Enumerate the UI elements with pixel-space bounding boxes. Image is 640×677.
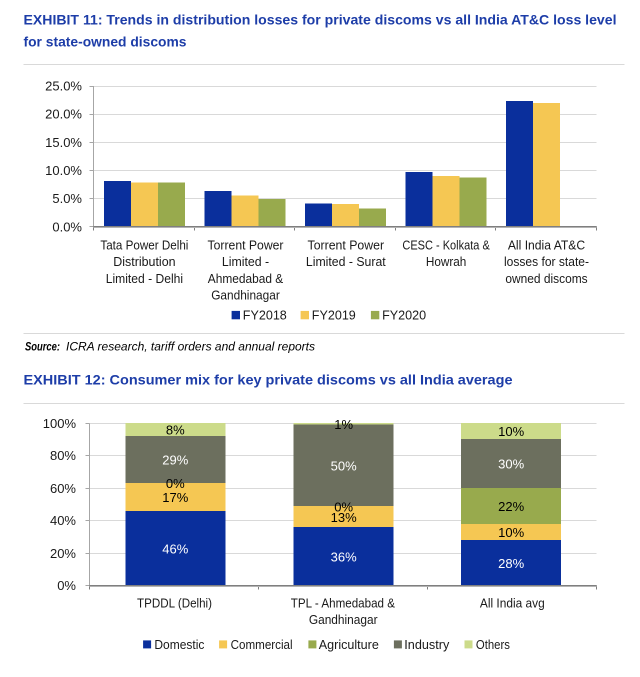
svg-text:100%: 100% [43,416,77,431]
svg-text:Domestic: Domestic [154,637,204,652]
svg-text:8%: 8% [166,423,185,438]
svg-text:Distribution: Distribution [113,254,175,269]
svg-text:22%: 22% [498,499,524,514]
svg-text:for state-owned discoms: for state-owned discoms [24,34,187,50]
svg-text:50%: 50% [331,458,357,473]
svg-text:10.0%: 10.0% [45,163,82,178]
svg-text:80%: 80% [50,448,76,463]
svg-text:20.0%: 20.0% [45,107,82,122]
svg-text:CESC - Kolkata &: CESC - Kolkata & [402,238,490,253]
svg-text:EXHIBIT 11: Trends in distribu: EXHIBIT 11: Trends in distribution losse… [24,12,617,28]
svg-text:Tata Power Delhi: Tata Power Delhi [100,238,188,253]
svg-text:0%: 0% [166,476,185,491]
svg-text:Limited - Delhi: Limited - Delhi [106,271,183,286]
svg-text:29%: 29% [162,453,188,468]
svg-text:FY2020: FY2020 [382,308,426,323]
svg-text:20%: 20% [50,546,76,561]
svg-text:Gandhinagar: Gandhinagar [309,612,378,627]
svg-text:0%: 0% [57,578,76,593]
svg-text:28%: 28% [498,556,524,571]
svg-text:TPL - Ahmedabad &: TPL - Ahmedabad & [291,595,395,610]
svg-text:Others: Others [476,637,510,652]
svg-text:Ahmedabad &: Ahmedabad & [208,271,284,286]
svg-text:40%: 40% [50,513,76,528]
svg-text:TPDDL (Delhi): TPDDL (Delhi) [137,595,212,610]
svg-text:30%: 30% [498,457,524,472]
svg-text:Source:: Source: [25,342,60,354]
svg-text:FY2018: FY2018 [243,308,287,323]
svg-text:10%: 10% [498,424,524,439]
svg-text:All India AT&C: All India AT&C [508,238,585,253]
svg-text:EXHIBIT 12: Consumer mix for k: EXHIBIT 12: Consumer mix for key private… [24,372,513,388]
svg-text:5.0%: 5.0% [52,191,82,206]
svg-text:36%: 36% [331,550,357,565]
svg-text:15.0%: 15.0% [45,135,82,150]
svg-text:Commercial: Commercial [231,637,293,652]
svg-text:13%: 13% [331,510,357,525]
svg-text:owned discoms: owned discoms [505,271,588,286]
svg-text:1%: 1% [334,417,353,432]
svg-text:ICRA research, tariff orders a: ICRA research, tariff orders and annual … [66,342,315,354]
svg-text:Gandhinagar: Gandhinagar [211,288,280,303]
svg-text:0%: 0% [334,499,353,514]
svg-text:10%: 10% [498,525,524,540]
svg-text:25.0%: 25.0% [45,78,82,93]
svg-text:losses for state-: losses for state- [504,254,589,269]
svg-text:Howrah: Howrah [426,254,467,269]
svg-text:Limited -: Limited - [222,254,269,269]
svg-text:All India avg: All India avg [480,595,545,610]
svg-text:FY2019: FY2019 [312,308,356,323]
svg-text:Agriculture: Agriculture [319,637,379,652]
svg-text:Limited - Surat: Limited - Surat [306,254,386,269]
svg-text:60%: 60% [50,481,76,496]
svg-text:Torrent Power: Torrent Power [308,238,385,253]
svg-text:Torrent Power: Torrent Power [208,238,285,253]
svg-text:46%: 46% [162,541,188,556]
svg-text:17%: 17% [162,490,188,505]
svg-text:0.0%: 0.0% [52,219,82,234]
svg-text:Industry: Industry [404,637,449,652]
